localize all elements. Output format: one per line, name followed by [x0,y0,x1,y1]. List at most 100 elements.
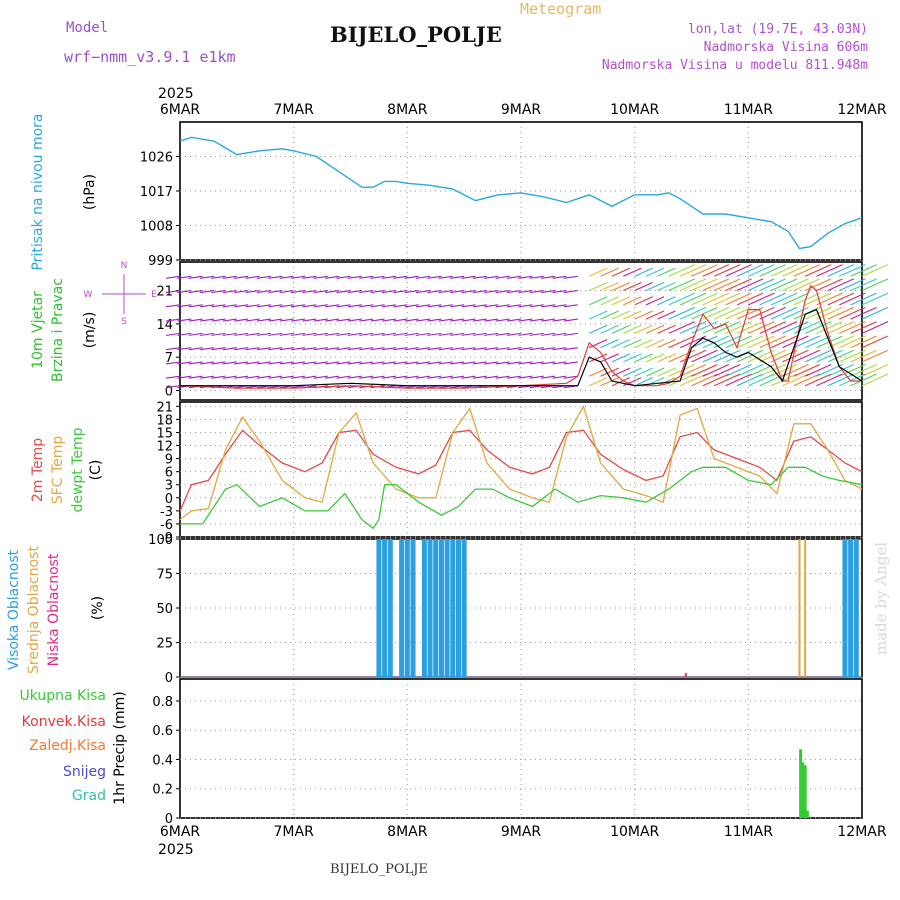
cloud-bar [848,539,854,677]
wind-arrow [495,347,510,351]
precip-tick-label: 0.8 [152,695,173,710]
wind-arrow [529,332,544,336]
wind-arrow [313,318,328,322]
wind-arrow [563,304,578,308]
wind-arrow [748,373,775,387]
wind-arrow [177,318,192,322]
wind-arrow [302,275,317,279]
wind-arrow [827,292,855,306]
wind-arrow [600,353,619,363]
wind-arrow [427,361,442,365]
wind-arrow [850,373,877,387]
wind-arrow [679,349,707,363]
wind-arrow [657,324,676,334]
wind-arrow [427,290,442,294]
wind-arrow [177,275,192,279]
wind-arrow [563,332,578,336]
wind-arrow [839,349,866,363]
wind-arrow [313,275,328,279]
wind-arrow [541,304,556,308]
wind-arrow [256,375,272,379]
wind-arrow [211,275,226,279]
wind-arrow [325,375,340,379]
wind-arrow [611,353,631,363]
wind-arrow [245,275,260,279]
wind-arrow [816,373,843,387]
wind-arrow [816,349,843,363]
wind-arrow [484,318,499,322]
wind-arrow [268,332,283,336]
wind-arrow [393,290,408,294]
wind-arrow [691,364,718,377]
wind-arrow [736,292,764,306]
wind-arrow [415,332,431,336]
wind-arrow [256,304,272,308]
wind-arrow [336,347,351,351]
wind-arrow [804,349,832,363]
wind-arrow [827,278,855,292]
wind-arrow [645,324,665,334]
wind-arrow [313,290,328,294]
wind-arrow [623,310,642,320]
temp-tick-label: 6 [165,466,173,481]
wind-arrow [634,324,653,334]
wind-arrow [679,278,707,292]
wind-arrow [268,361,283,365]
wind-arrow [404,318,419,322]
wind-arrow [165,275,181,279]
temp-line-sfc [179,404,863,521]
wind-speed-line [179,284,862,389]
wind-arrow [588,339,608,349]
wind-arrow [804,264,832,277]
bottom-date-tick: 7MAR [274,824,315,840]
wind-arrow [770,264,798,277]
wind-arrow [313,332,328,336]
wind-arrow [370,347,385,351]
wind-arrow [381,304,397,308]
wind-arrow [588,353,608,363]
cloud-unit-label: (%) [90,596,106,620]
wind-arrow [691,373,718,387]
wind-arrow [529,304,544,308]
wind-arrow [839,278,866,292]
wind-arrow [177,347,192,351]
model-altitude-text: Nadmorska Visina u modelu 811.948m [601,58,868,73]
wind-arrow [325,347,340,351]
wind-arrow [839,373,866,387]
wind-arrow [702,278,730,292]
wind-arrow [381,290,397,294]
cloud-bar [382,539,388,677]
precip-bar [805,810,809,818]
wind-arrow [839,292,866,306]
wind-arrow [222,332,237,336]
wind-arrow [770,321,798,334]
wind-arrow [541,275,556,279]
wind-arrow [782,364,809,377]
cloud-bar [438,539,444,677]
wind-arrow [336,275,351,279]
wind-arrow [450,361,465,365]
bottom-date-tick: 8MAR [387,824,428,840]
wind-arrow [461,318,476,322]
model-name: wrf−nmm_v3.9.1 e1km [64,48,236,66]
wind-arrow [370,318,385,322]
wind-arrow [529,290,544,294]
wind-arrow [450,375,465,379]
temp-line-dewpt [180,466,863,530]
wind-arrow [657,296,676,306]
wind-arrow [245,375,260,379]
wind-arrow [188,275,203,279]
wind-arrow [588,367,608,377]
wind-arrow [748,278,775,292]
cloud-tick-label: 25 [156,637,173,652]
wind-arrow [702,373,730,387]
wind-arrow [200,375,215,379]
wind-arrow [450,347,465,351]
wind-arrow [415,361,431,365]
wind-arrow [623,339,642,349]
wind-arrow [245,332,260,336]
wind-arrow [177,290,192,294]
wind-arrow [370,304,385,308]
wind-arrow [541,290,556,294]
precip-tick-label: 0 [165,812,173,827]
